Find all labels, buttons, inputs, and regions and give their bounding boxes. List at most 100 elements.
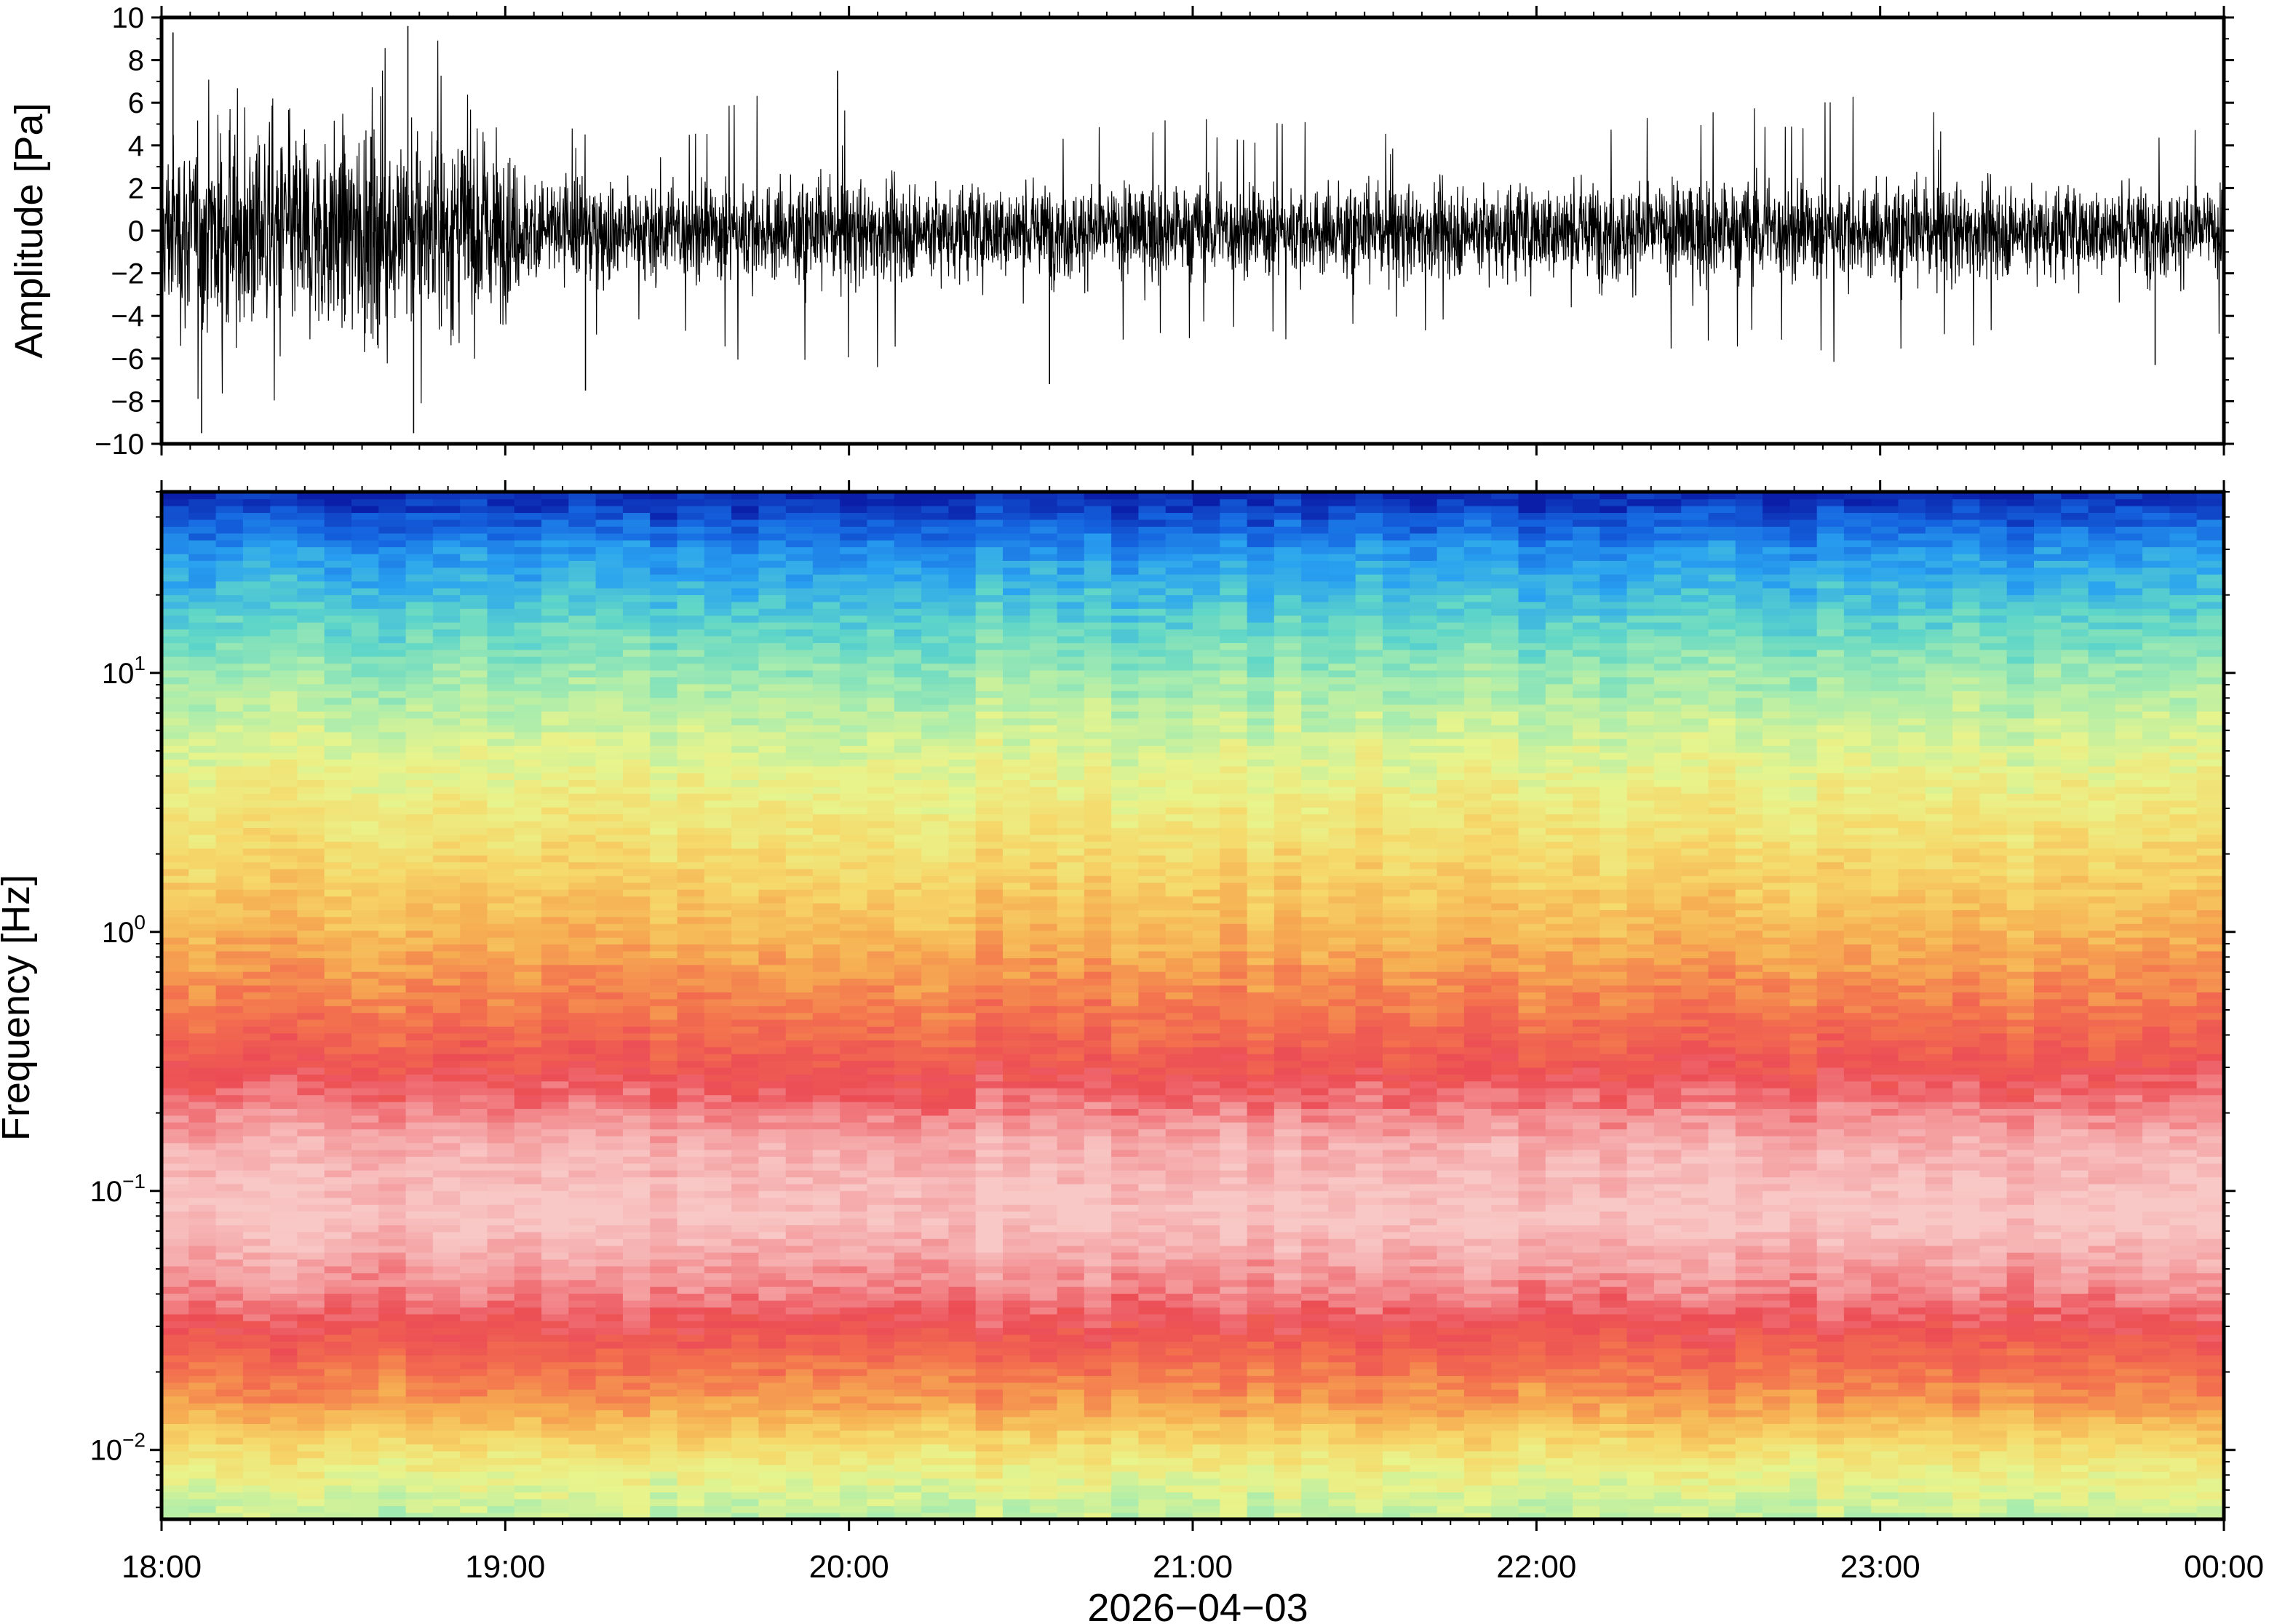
spectrogram-cell [704, 793, 732, 801]
spectrogram-cell [324, 1142, 352, 1150]
spectrogram-cell [1003, 820, 1031, 828]
spectrogram-cell [487, 1512, 515, 1519]
spectrogram-cell [758, 1040, 787, 1048]
spectrogram-cell [270, 1368, 298, 1377]
spectrogram-cell [731, 1122, 760, 1130]
spectrogram-cell [162, 1307, 190, 1315]
spectrogram-cell [1003, 1245, 1031, 1253]
spectrogram-cell [731, 635, 760, 643]
spectrogram-cell [378, 717, 407, 725]
spectrogram-cell [595, 642, 624, 650]
spectrogram-cell [704, 958, 732, 966]
spectrogram-cell [948, 1169, 977, 1178]
spectrogram-cell [975, 1094, 1004, 1102]
spectrogram-cell [758, 1279, 787, 1287]
spectrogram-cell [378, 553, 407, 561]
spectrogram-cell [758, 1348, 787, 1356]
spectrogram-cell [704, 875, 732, 883]
spectrogram-cell [188, 1273, 217, 1281]
spectrogram-cell [215, 615, 244, 623]
waveform-y-tick-label: 2 [128, 172, 144, 204]
spectrogram-cell [460, 1375, 488, 1383]
spectrogram-cell [242, 800, 271, 808]
spectrogram-cell [622, 725, 651, 733]
spectrogram-cell [975, 841, 1004, 849]
spectrogram-cell [975, 834, 1004, 842]
spectrogram-cell [460, 779, 488, 787]
spectrogram-cell [242, 1307, 271, 1315]
spectrogram-cell [514, 738, 542, 747]
spectrogram-cell [785, 998, 814, 1006]
spectrogram-cell [188, 1492, 217, 1500]
spectrogram-cell [677, 1074, 705, 1082]
spectrogram-cell [460, 868, 488, 876]
spectrogram-cell [840, 677, 868, 685]
spectrogram-cell [867, 697, 895, 705]
spectrogram-cell [568, 882, 597, 890]
spectrogram-cell [731, 1334, 760, 1342]
spectrogram-cell [1003, 1012, 1031, 1020]
spectrogram-cell [324, 1259, 352, 1267]
spectrogram-cell [867, 1327, 895, 1335]
spectrogram-cell [188, 1238, 217, 1246]
spectrogram-cell [595, 1430, 624, 1438]
spectrogram-cell [785, 642, 814, 650]
spectrogram-cell [650, 1492, 678, 1500]
spectrogram-cell [704, 1122, 732, 1130]
spectrogram-cell [324, 1217, 352, 1225]
spectrogram-cell [1003, 677, 1031, 685]
spectrogram-cell [487, 1382, 515, 1390]
spectrogram-cell [677, 1053, 705, 1062]
spectrogram-cell [650, 1348, 678, 1356]
spectrogram-cell [812, 1177, 841, 1185]
spectrogram-cell [840, 1012, 868, 1020]
spectrogram-cell [894, 1313, 922, 1321]
spectrogram-cell [595, 1108, 624, 1116]
spectrogram-cell [975, 1251, 1004, 1260]
spectrogram-cell [351, 1403, 380, 1411]
spectrogram-cell [948, 944, 977, 952]
spectrogram-cell [215, 533, 244, 541]
spectrogram-cell [432, 601, 461, 609]
spectrogram-cell [704, 1382, 732, 1390]
spectrogram-cell [785, 752, 814, 760]
spectrogram-cell [188, 772, 217, 781]
spectrogram-cell [677, 1484, 705, 1493]
spectrogram-cell [812, 1163, 841, 1171]
spectrogram-cell [242, 998, 271, 1006]
spectrogram-cell [487, 1265, 515, 1273]
spectrogram-cell [894, 861, 922, 869]
spectrogram-cell [541, 923, 570, 931]
spectrogram-cell [460, 649, 488, 657]
spectrogram-cell [921, 1498, 950, 1506]
spectrogram-cell [215, 1094, 244, 1102]
spectrogram-cell [840, 793, 868, 801]
spectrogram-cell [405, 1204, 434, 1212]
spectrogram-cell [975, 1115, 1004, 1123]
spectrogram-cell [867, 1471, 895, 1479]
spectrogram-cell [595, 1129, 624, 1137]
spectrogram-cell [867, 745, 895, 753]
spectrogram-cell [975, 1156, 1004, 1164]
spectrogram-cell [921, 1115, 950, 1123]
spectrogram-cell [595, 1046, 624, 1054]
spectrogram-cell [568, 581, 597, 589]
spectrogram-cell [215, 745, 244, 753]
spectrogram-cell [487, 800, 515, 808]
spectrogram-cell [622, 629, 651, 637]
spectrogram-cell [297, 1327, 325, 1335]
spectrogram-cell [351, 759, 380, 767]
spectrogram-cell [1003, 1060, 1031, 1068]
spectrogram-cell [162, 1437, 190, 1445]
spectrogram-cell [270, 635, 298, 643]
spectrogram-cell [568, 1122, 597, 1130]
spectrogram-cell [1003, 896, 1031, 904]
spectrogram-cell [840, 1088, 868, 1096]
spectrogram-cell [487, 1389, 515, 1397]
spectrogram-cell [568, 820, 597, 828]
spectrogram-cell [758, 1046, 787, 1054]
spectrogram-cell [487, 896, 515, 904]
spectrogram-cell [894, 1361, 922, 1369]
spectrogram-cell [785, 683, 814, 691]
spectrogram-cell [514, 601, 542, 609]
